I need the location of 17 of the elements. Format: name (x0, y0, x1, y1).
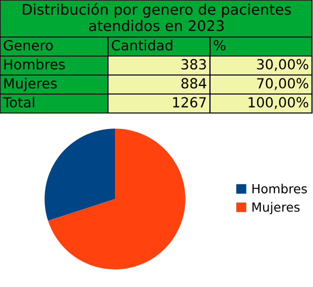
legend-label: Mujeres (252, 202, 300, 214)
legend-label: Hombres (252, 184, 307, 194)
pie-slice (44, 128, 115, 221)
text: 100,00% (248, 97, 308, 109)
text: Genero (4, 40, 53, 51)
text: 70,00% (257, 78, 308, 90)
text: 884 (181, 78, 206, 89)
text: Total (2, 96, 34, 108)
category-label: Hombres (4, 58, 65, 70)
pie-slice (48, 128, 186, 270)
text: % (214, 40, 226, 51)
chart-title: Distribución por genero de pacientes atendidos en 2023 (22, 2, 291, 32)
category-label: Mujeres (4, 78, 57, 92)
text: 30,00% (257, 59, 308, 71)
text: 383 (182, 59, 206, 70)
text: 1267 (173, 97, 206, 108)
text: Cantidad (112, 40, 172, 51)
